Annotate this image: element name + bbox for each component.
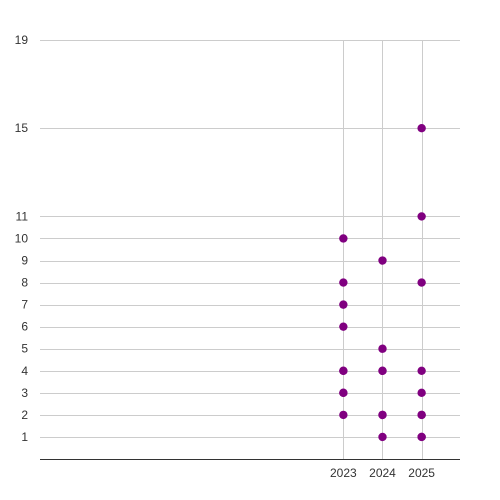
data-point <box>378 432 387 442</box>
data-point <box>378 344 387 353</box>
y-tick-label: 11 <box>16 209 29 223</box>
x-tick-label: 2025 <box>408 466 435 480</box>
data-point <box>378 256 387 265</box>
data-point <box>339 410 348 420</box>
y-tick-label: 15 <box>15 121 29 135</box>
data-point <box>417 410 426 420</box>
data-point <box>417 432 426 442</box>
y-tick-label: 7 <box>21 298 28 312</box>
y-tick-label: 1 <box>21 430 28 444</box>
data-point <box>339 300 348 309</box>
data-point <box>417 212 426 221</box>
y-tick-label: 2 <box>21 408 28 422</box>
x-tick-labels: 2023 2024 2025 <box>330 466 435 480</box>
y-tick-label: 8 <box>21 276 28 290</box>
data-point <box>417 388 426 398</box>
y-tick-label: 9 <box>21 254 28 268</box>
x-tick-label: 2024 <box>369 466 396 480</box>
data-point <box>339 322 348 331</box>
x-tick-label: 2023 <box>330 466 357 480</box>
y-tick-label: 4 <box>21 364 28 378</box>
data-points <box>339 124 426 442</box>
horizontal-gridlines <box>40 40 460 438</box>
data-point <box>378 366 387 375</box>
data-point <box>378 410 387 420</box>
vertical-gridlines <box>343 40 423 459</box>
y-tick-label: 6 <box>21 320 28 334</box>
data-point <box>417 124 426 133</box>
data-point <box>339 388 348 398</box>
y-tick-labels: 1 2 3 4 5 6 7 8 9 10 11 15 19 <box>15 33 29 444</box>
y-tick-label: 19 <box>15 33 29 47</box>
data-point <box>417 278 426 287</box>
data-point <box>339 366 348 375</box>
y-tick-label: 3 <box>21 386 28 400</box>
data-point <box>417 366 426 375</box>
y-tick-label: 10 <box>15 231 29 245</box>
y-tick-label: 5 <box>21 342 28 356</box>
data-point <box>339 234 348 243</box>
data-point <box>339 278 348 287</box>
